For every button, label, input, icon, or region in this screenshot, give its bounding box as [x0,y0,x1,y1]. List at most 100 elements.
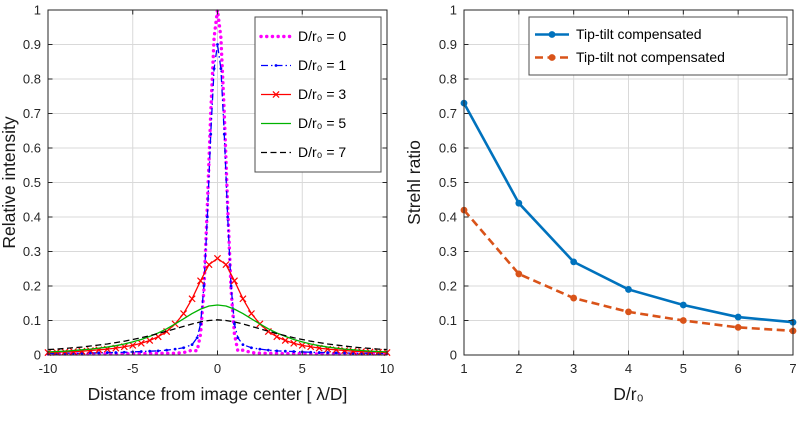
x-tick-label: 2 [515,361,522,376]
series-marker [515,270,523,278]
series-0 [460,99,797,326]
series-marker [112,344,120,352]
series-marker [195,336,199,340]
series-marker [173,347,177,351]
x-tick-label: 10 [380,361,394,376]
series-4 [47,319,388,351]
y-axis-label: Strehl ratio [404,140,424,225]
series-marker [205,261,213,269]
series-marker [272,90,280,99]
y-tick-label: 0.2 [23,279,41,294]
series-marker [148,349,152,353]
tick-labels: 1 2 3 4 5 6 7 0 0.1 0.2 0.3 0.4 0.5 0.6 0.7 0.8 0.9 1 [439,3,797,377]
y-tick-label: 0.6 [23,141,41,156]
y-tick-label: 0.8 [439,72,457,87]
series-marker [137,339,145,347]
series-marker [334,351,338,355]
y-tick-label: 1 [450,3,457,18]
series-marker [229,284,233,288]
series-marker [219,67,223,71]
left-chart: -10 -5 0 5 10 0 0.1 0.2 0.3 0.4 0.5 0.6 0.7 0.8 0.9 1 Di… [0,3,394,405]
series-marker [120,343,128,351]
y-tick-label: 0.7 [23,106,41,121]
series-marker [61,348,69,356]
series-marker [341,346,349,355]
series-marker [625,286,632,293]
series-marker [190,343,194,347]
series-marker [275,349,279,353]
series-marker [209,132,213,136]
series-marker [274,64,278,67]
series-marker [679,301,687,309]
series-marker [317,351,321,354]
y-tick-label: 0.1 [439,313,457,328]
y-tick-label: 0.1 [23,313,41,328]
series-marker [212,67,216,71]
legend-entry-label: Tip-tilt not compensated [576,49,725,65]
series-marker [625,308,632,316]
series-marker [290,339,298,347]
series-marker [222,132,226,136]
legend-entry-label: Tip-tilt compensated [576,26,702,42]
series-marker [105,351,109,354]
legend-entry-label: D/r₀ = 0 [298,28,346,44]
y-tick-label: 0.3 [23,244,41,259]
right-panel: 1 2 3 4 5 6 7 0 0.1 0.2 0.3 0.4 0.5 0.6 0.7 0.8 0.9 1 D/r₀… [400,0,805,422]
series-line [47,304,388,353]
y-tick-label: 0.9 [439,37,457,52]
series-marker [97,351,101,355]
series-marker [199,322,202,326]
y-tick-label: 0.4 [439,210,457,225]
x-tick-label: 6 [735,361,742,376]
y-tick-label: 0.3 [439,244,457,259]
series-marker [309,350,313,354]
tick-labels: -10 -5 0 5 10 0 0.1 0.2 0.3 0.4 0.5 0.6 0.7 0.8 0.9 1 [23,3,394,377]
series-marker [197,277,205,285]
series-marker [236,336,240,340]
series-marker [154,333,162,341]
series-marker [266,348,270,352]
series-marker [326,351,330,354]
y-tick-label: 0 [34,348,41,363]
series-marker [273,333,281,341]
right-chart: 1 2 3 4 5 6 7 0 0.1 0.2 0.3 0.4 0.5 0.6 0.7 0.8 0.9 1 D/r₀… [404,3,797,405]
series-marker [734,313,742,321]
series-marker [281,336,289,345]
series-marker [114,351,118,354]
y-tick-label: 0.5 [439,175,457,190]
x-tick-label: 7 [789,361,796,376]
series-2 [44,254,391,357]
x-tick-label: -5 [127,361,139,376]
series-marker [156,349,160,353]
legend: Tip-tilt compensated Tip-tilt not compens… [528,16,788,76]
series-marker [182,346,186,350]
series-1 [460,206,797,335]
legend-entry-label: D/r₀ = 3 [298,86,346,102]
series-marker [283,349,287,353]
series-marker [343,351,347,355]
legend-entry-label: D/r₀ = 5 [298,115,346,131]
x-tick-label: 3 [570,361,577,376]
y-tick-label: 0.6 [439,141,457,156]
series-marker [548,31,556,38]
y-tick-label: 0.7 [439,106,457,121]
left-panel: -10 -5 0 5 10 0 0.1 0.2 0.3 0.4 0.5 0.6 0.7 0.8 0.9 1 Di… [0,0,400,422]
series-marker [230,277,238,285]
series-marker [205,215,209,219]
x-tick-label: 5 [299,361,306,376]
series-marker [222,261,230,269]
series-marker [548,54,556,61]
y-tick-label: 1 [34,3,41,18]
y-tick-label: 0 [450,348,457,363]
series-marker [570,258,578,266]
x-tick-label: 1 [460,361,467,376]
series-marker [247,310,255,318]
series-marker [88,351,92,355]
tick-marks [47,9,388,356]
y-axis-label: Relative intensity [0,116,19,249]
x-axis-label: D/r₀ [613,384,644,404]
series-marker [202,284,206,288]
legend-box [528,16,788,76]
series-marker [679,317,687,324]
series-marker [122,350,126,354]
